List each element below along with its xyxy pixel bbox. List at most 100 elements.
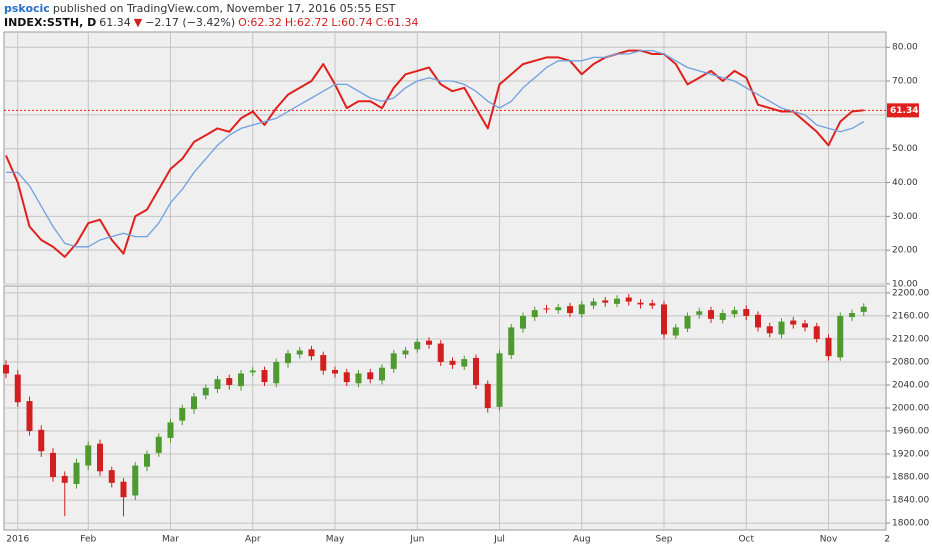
candle-body [602,300,609,303]
candle-body [214,379,221,390]
candle-body [696,311,703,315]
candle-body [226,378,233,385]
y-tick-label: 10.00 [892,280,918,290]
y-tick-label: 2040.00 [892,380,929,390]
x-tick-label: May [326,535,345,545]
candle-body [755,314,761,328]
y-tick-label: 2120.00 [892,334,929,344]
candle-body [202,387,209,396]
candle-body [637,302,644,305]
plot-area [4,46,886,285]
candle-body [731,310,738,315]
x-tick-label: 2 [884,535,890,545]
candle-body [120,481,127,498]
header-line-1: pskocic published on TradingView.com, Nov… [4,2,422,16]
candle-body [85,445,92,466]
candle-body [144,454,150,467]
candle-body [26,401,33,432]
candle-body [661,304,667,335]
x-tick-label: Oct [738,535,754,545]
candle-body [249,370,256,373]
y-tick-label: 1880.00 [892,473,929,483]
y-tick-label: 2200.00 [892,288,929,298]
x-tick-label: Mar [162,535,179,545]
y-tick-label: 2080.00 [892,357,929,367]
series-line [6,49,865,248]
y-tick-label: 1920.00 [892,450,929,460]
candle-body [308,349,315,357]
candle-body [520,315,526,329]
candle-body [179,408,186,421]
candle-body [567,306,573,314]
y-tick-label: 1800.00 [892,519,929,529]
candle-body [461,359,468,367]
y-tick-label: 40.00 [892,178,918,188]
author[interactable]: pskocic [4,2,50,15]
candle-body [473,357,479,385]
candle-body [508,327,515,356]
candle-body [708,310,714,319]
y-tick-label: 2160.00 [892,311,929,321]
x-tick-label: 2016 [6,535,29,545]
candle-body [496,353,503,407]
candle-body [614,298,620,304]
x-tick-label: Nov [820,535,838,545]
candle-body [296,350,303,355]
candle-body [50,452,56,478]
series-line [5,49,864,258]
published: published on TradingView.com, November 1… [52,2,396,15]
candle-body [73,462,80,484]
high: H:62.72 [284,16,329,29]
symbol: INDEX:S5TH, D [4,16,97,29]
x-tick-label: Aug [573,535,591,545]
candle-body [555,307,562,311]
candle-body [719,313,726,320]
price-label-box [887,103,919,118]
close: C:61.34 [375,16,419,29]
price-label: 61.34 [890,106,918,116]
candle-body [649,303,656,306]
candle-body [849,313,855,318]
candle-body [61,475,68,483]
candle-body [590,301,597,306]
y-tick-label: 2000.00 [892,404,929,414]
x-tick-label: Jul [493,535,505,545]
candle-body [273,361,280,384]
top-pane [3,31,887,285]
candle-body [825,337,832,357]
change-arrow: ▼ [133,16,143,29]
candle-body [414,341,421,350]
candle-body [837,315,844,358]
candle-body [261,370,268,383]
x-tick-label: Jun [409,535,424,545]
candle-body [132,465,139,496]
candle-body [790,320,797,325]
y-tick-label: 1960.00 [892,427,929,437]
candle-body [743,309,750,316]
y-tick-label: 50.00 [892,144,918,154]
candle-body [108,470,115,483]
candle-body [285,353,291,364]
candle-body [672,327,679,336]
candle-body [3,364,9,374]
candle-body [97,443,103,472]
candle-body [802,323,808,328]
candle-body [191,396,197,410]
candle-body [449,360,456,365]
candle-body [437,343,444,362]
candle-body [578,304,585,315]
candle-body [367,372,374,380]
y-tick-label: 1840.00 [892,496,929,506]
candle-body [355,373,362,384]
candle-body [778,321,785,335]
open: O:62.32 [238,16,282,29]
y-tick-label: 30.00 [892,212,918,222]
candle-body [813,326,820,339]
y-tick-label: 80.00 [892,43,918,53]
y-tick-label: 70.00 [892,77,918,87]
candle-body [332,370,338,374]
candle-body [155,436,162,453]
plot-area [3,292,886,524]
